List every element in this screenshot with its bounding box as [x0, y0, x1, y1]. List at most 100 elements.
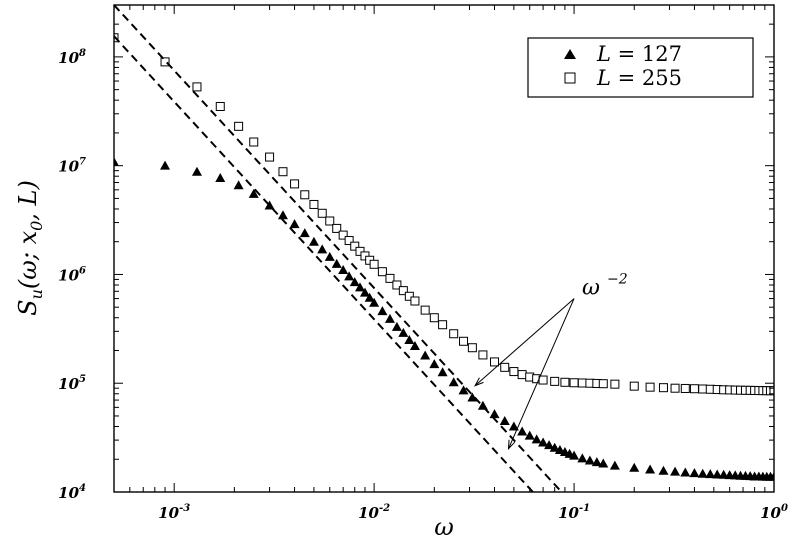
point-l127 — [364, 292, 375, 302]
point-l255 — [338, 230, 348, 240]
point-l127 — [369, 297, 380, 307]
x-tick-exp: 0 — [781, 503, 788, 514]
point-l255 — [569, 378, 579, 388]
point-l255 — [300, 190, 310, 200]
point-l255 — [478, 350, 488, 360]
annotation-arrow-1 — [474, 298, 575, 387]
point-l127 — [409, 340, 420, 350]
point-l127 — [289, 219, 300, 229]
x-tick-exp: -3 — [179, 503, 190, 514]
legend-label-l127: L = 127 — [596, 42, 682, 66]
legend-lhs-l255: L — [596, 66, 611, 90]
point-l127 — [544, 440, 555, 450]
point-l255 — [429, 313, 439, 323]
point-l127 — [437, 367, 448, 377]
point-l127 — [524, 430, 535, 440]
point-l127 — [609, 460, 620, 470]
y-tick-exp: 5 — [79, 374, 86, 385]
point-l255 — [215, 101, 225, 111]
y-tick-label: 107 — [58, 157, 86, 176]
reference-line-1 — [114, 5, 563, 492]
y-label-sub: u — [27, 289, 46, 299]
point-l255 — [290, 179, 300, 189]
point-l127 — [531, 434, 542, 444]
point-l127 — [569, 450, 580, 460]
point-l127 — [160, 160, 171, 170]
point-l255 — [459, 336, 469, 346]
point-l255 — [698, 384, 708, 394]
y-label-sub2: 0 — [27, 221, 46, 231]
point-l255 — [420, 305, 430, 315]
point-l127 — [458, 385, 469, 395]
y-tick-label: 104 — [58, 483, 86, 502]
point-l255 — [410, 296, 420, 306]
y-label-tail: , L) — [14, 180, 42, 221]
point-l127 — [331, 258, 342, 268]
annotation-arrow-2 — [508, 298, 575, 449]
point-l255 — [500, 362, 510, 372]
y-label-args: (ω; x — [14, 230, 42, 289]
x-tick-label: 100 — [760, 503, 788, 522]
point-l127 — [712, 469, 723, 479]
y-tick-base: 10 — [58, 375, 79, 393]
legend: L = 127 L = 255 — [527, 37, 754, 98]
point-l255 — [577, 378, 587, 388]
point-l127 — [398, 327, 409, 337]
annotation-base: ω — [582, 276, 600, 301]
point-l127 — [689, 468, 700, 478]
point-l127 — [670, 466, 681, 476]
point-l127 — [645, 464, 656, 474]
point-l127 — [705, 469, 716, 479]
legend-marker-l127 — [564, 49, 576, 59]
x-tick-label: 10-3 — [158, 503, 190, 522]
y-tick-exp: 7 — [79, 157, 86, 168]
point-l255 — [467, 343, 477, 353]
point-l127 — [215, 173, 226, 183]
point-l255 — [509, 367, 519, 377]
point-l127 — [191, 166, 202, 176]
point-l127 — [264, 200, 275, 210]
point-l255 — [538, 375, 548, 385]
point-l255 — [680, 383, 690, 393]
point-l255 — [398, 286, 408, 296]
point-l127 — [549, 442, 560, 452]
legend-rhs-l127: = 127 — [618, 42, 682, 66]
point-l255 — [438, 320, 448, 330]
point-l127 — [658, 465, 669, 475]
point-l127 — [338, 264, 349, 274]
point-l255 — [192, 82, 202, 92]
annotation-arrowhead-1 — [474, 377, 484, 387]
x-tick-label: 10-1 — [558, 503, 590, 522]
x-tick-labels: 10-3 10-2 10-1 100 — [158, 503, 788, 522]
point-l127 — [577, 453, 588, 463]
point-l127 — [499, 415, 510, 425]
x-tick-label: 10-2 — [358, 503, 390, 522]
point-l255 — [249, 137, 259, 147]
point-l255 — [332, 223, 342, 233]
y-tick-label: 106 — [58, 265, 86, 284]
point-l255 — [598, 379, 608, 389]
point-l255 — [689, 384, 699, 394]
point-l255 — [658, 383, 668, 393]
point-l127 — [584, 455, 595, 465]
point-l127 — [477, 400, 488, 410]
y-tick-base: 10 — [58, 266, 79, 284]
y-tick-base: 10 — [58, 158, 79, 176]
point-l127 — [299, 228, 310, 238]
point-l127 — [349, 277, 360, 287]
x-tick-exp: -1 — [579, 503, 590, 514]
point-l255 — [309, 199, 319, 209]
point-l255 — [560, 377, 570, 387]
point-l127 — [248, 188, 259, 198]
point-l127 — [448, 377, 459, 387]
annotation: ω −2 — [474, 272, 628, 451]
point-l255 — [234, 121, 244, 131]
point-l255 — [645, 382, 655, 392]
y-tick-base: 10 — [58, 49, 79, 67]
x-axis-label: ω — [434, 513, 454, 541]
point-l127 — [467, 392, 478, 402]
point-l127 — [114, 157, 119, 167]
plot-frame — [113, 4, 775, 493]
